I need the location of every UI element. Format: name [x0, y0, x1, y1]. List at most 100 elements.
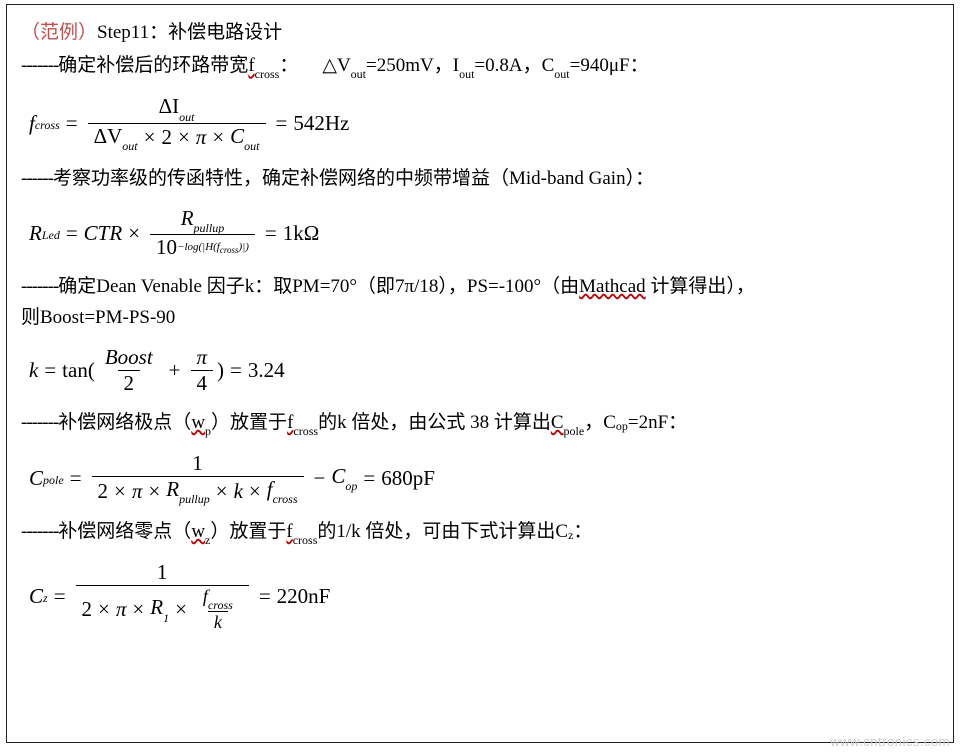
equation-rled: RLed = CTR × Rpullup 10−log(|H(fcross)|)… — [29, 206, 939, 260]
Cout-sym: C — [542, 55, 555, 76]
num-dI: ΔIout — [159, 94, 195, 122]
cop-sub: op — [616, 417, 628, 436]
frac-pi4: π 4 — [191, 345, 214, 396]
num-one: 1 — [192, 451, 203, 476]
Iout-sub: out — [459, 67, 474, 81]
dashes: ------- — [21, 408, 58, 438]
tan: tan — [62, 358, 88, 383]
header-line: （范例） Step11：补偿电路设计 — [21, 18, 939, 48]
equals: = — [276, 111, 288, 136]
fcross: fcross — [286, 517, 317, 548]
den-dV: ΔVout — [94, 124, 138, 152]
equation-fcross: fcross = ΔIout ΔVout × 2 × π × Cout = 54… — [29, 94, 939, 151]
text-a: 补偿网络极点（ — [58, 408, 191, 438]
den-R: Rpullup — [166, 477, 210, 505]
text-c: 则Boost=PM-PS-90 — [21, 307, 175, 328]
dVout-sym: △V — [322, 55, 350, 76]
den-two: 2 — [161, 125, 172, 150]
wz: wz — [191, 517, 210, 548]
fcross: fcross — [287, 408, 318, 439]
den-exp: −log(|H(fcross)|) — [177, 241, 249, 255]
frac-boost: Boost 2 — [99, 345, 159, 396]
lhs-C: C — [29, 466, 43, 491]
Cout-sub: out — [554, 67, 569, 81]
equals: = — [66, 111, 78, 136]
text-c: 的k 倍处，由公式 38 计算出 — [318, 408, 551, 438]
tail: ： — [573, 517, 592, 547]
text-b: ）放置于 — [211, 408, 287, 438]
lhs-k: k — [29, 358, 38, 383]
dashes: ------- — [21, 276, 58, 297]
Cout-val: =940μF： — [570, 55, 649, 76]
inner-num-f: fcross — [203, 586, 233, 611]
den-k: k — [234, 479, 243, 504]
equation-k: k = tan( Boost 2 + π 4 ) = 3.24 — [29, 345, 939, 396]
inner-den-k: k — [214, 612, 222, 633]
fcross-label: fcross — [248, 51, 279, 82]
equation-cpole: Cpole = 1 2 × π × Rpullup × k × fcross −… — [29, 451, 939, 505]
den-two: 2 — [82, 597, 93, 622]
inner-fraction: fcross k — [197, 586, 239, 633]
outer-fraction: 1 2 × π × R1 × fcross k — [76, 560, 249, 633]
Cout: Cout=940μF： — [542, 51, 649, 82]
lhs-sub: Led — [42, 228, 60, 243]
lhs-C: C — [29, 584, 43, 609]
para-dean-venable: -------确定Dean Venable 因子k：取PM=70°（即7π/18… — [21, 272, 939, 333]
text: 考察功率级的传函特性，确定补偿网络的中频带增益（Mid-band Gain）： — [53, 164, 654, 194]
mathcad: Mathcad — [579, 276, 645, 297]
result: 3.24 — [248, 358, 285, 383]
var-f: f — [248, 55, 254, 76]
dVout: △Vout=250mV， — [322, 51, 452, 82]
den-pi: π — [116, 597, 127, 622]
den-R1: R1 — [150, 595, 169, 623]
dashes: ------- — [21, 517, 58, 547]
result: 220nF — [277, 584, 331, 609]
fraction: 1 2 × π × Rpullup × k × fcross — [92, 451, 304, 505]
Iout-val: =0.8A， — [474, 55, 541, 76]
cop: Cop — [331, 464, 357, 492]
cz-sub: z — [568, 526, 573, 545]
cpole: Cpole — [551, 408, 584, 439]
text-b: ）放置于 — [210, 517, 286, 547]
lhs-R: R — [29, 221, 42, 246]
text-e: =2nF： — [628, 408, 687, 438]
result: 1kΩ — [283, 221, 320, 246]
text: 确定补偿后的环路带宽 — [58, 51, 248, 81]
colon: ： — [279, 51, 298, 81]
lhs-sub: cross — [35, 118, 60, 133]
fraction: Rpullup 10−log(|H(fcross)|) — [150, 206, 255, 260]
ctr: CTR — [84, 221, 123, 246]
den-C: Cout — [230, 124, 259, 152]
document-frame: （范例） Step11：补偿电路设计 ------- 确定补偿后的环路带宽 fc… — [6, 4, 954, 743]
para-pole: ------- 补偿网络极点（ wp ）放置于 fcross 的k 倍处，由公式… — [21, 408, 939, 439]
text-b: 计算得出）， — [646, 276, 755, 297]
result: 680pF — [381, 466, 435, 491]
num-one: 1 — [157, 560, 168, 585]
num-R: Rpullup — [181, 206, 225, 234]
dashes: ------ — [21, 164, 53, 194]
result: 542Hz — [293, 111, 349, 136]
text-a: 确定Dean Venable 因子k：取PM=70°（即7π/18），PS=-1… — [58, 276, 579, 297]
para-fcross: ------- 确定补偿后的环路带宽 fcross ： △Vout=250mV，… — [21, 51, 939, 82]
text-a: 补偿网络零点（ — [58, 517, 191, 547]
lhs-sub: pole — [43, 473, 64, 488]
watermark: www.cntronics.com — [830, 734, 950, 749]
sub-cross: cross — [255, 67, 280, 81]
equation-cz: Cz = 1 2 × π × R1 × fcross k = 220nF — [29, 560, 939, 633]
step-title: Step11：补偿电路设计 — [97, 18, 282, 48]
dVout-val: =250mV， — [366, 55, 453, 76]
num-boost: Boost — [105, 345, 153, 370]
text-c: 的1/k 倍处，可由下式计算出C — [317, 517, 568, 547]
den-f: fcross — [267, 477, 298, 505]
den-two: 2 — [124, 371, 135, 396]
den-two: 2 — [98, 479, 109, 504]
den-four: 4 — [197, 371, 208, 396]
fraction: ΔIout ΔVout × 2 × π × Cout — [88, 94, 266, 151]
text-d: ，C — [584, 408, 616, 438]
example-tag: （范例） — [21, 18, 97, 48]
num-pi: π — [197, 345, 208, 370]
Iout: Iout=0.8A， — [453, 51, 542, 82]
lhs-sub: z — [43, 591, 48, 606]
dashes: ------- — [21, 51, 58, 81]
wp: wp — [191, 408, 211, 439]
